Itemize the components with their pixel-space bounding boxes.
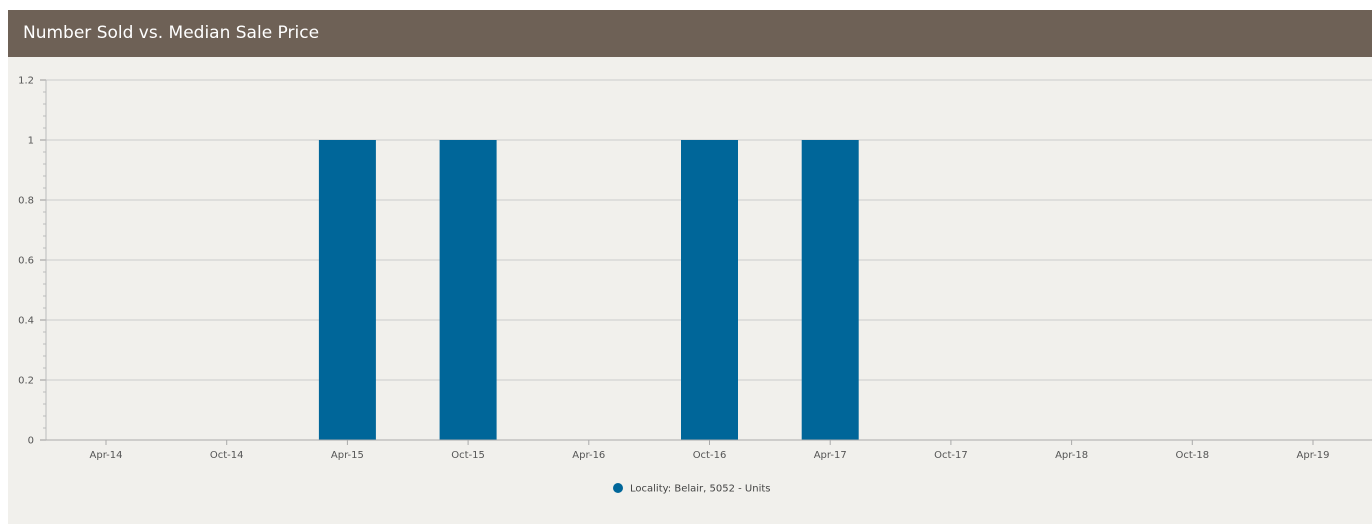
x-tick-label: Oct-14	[210, 450, 244, 461]
y-tick-label: 0.8	[18, 196, 34, 207]
y-tick-label: 1.2	[18, 76, 34, 87]
bar-chart: 0 0.2 0.4 0.6 0.8 1 1.2 Apr-14 Oct-14 Apr-15 Oct-1…	[18, 76, 1372, 495]
x-tick-label: Oct-16	[693, 450, 727, 461]
y-tick-label: 0.6	[18, 256, 34, 267]
bar-apr-15	[318, 140, 376, 440]
bar-oct-16	[681, 140, 738, 440]
x-tick-label: Apr-19	[1297, 450, 1330, 461]
y-tick-label: 0.4	[18, 316, 34, 327]
chart-title: Number Sold vs. Median Sale Price	[8, 10, 1372, 57]
x-tick-label: Apr-16	[572, 450, 605, 461]
y-tick-label: 0.2	[18, 376, 34, 387]
x-tick-label: Apr-18	[1055, 450, 1088, 461]
x-tick-label: Oct-18	[1175, 450, 1209, 461]
x-tick-label: Oct-15	[451, 450, 485, 461]
x-tick-label: Oct-17	[934, 450, 968, 461]
legend-label: Locality: Belair, 5052 - Units	[630, 484, 771, 495]
chart-panel: Number Sold vs. Median Sale Price 0 0.2 0.…	[8, 10, 1372, 524]
y-tick-label: 1	[28, 136, 34, 147]
x-tick-label: Apr-15	[331, 450, 364, 461]
bar-oct-15	[439, 140, 497, 440]
y-tick-label: 0	[28, 436, 34, 447]
legend-marker	[613, 483, 623, 493]
x-tick-label: Apr-14	[90, 450, 123, 461]
x-tick-label: Apr-17	[814, 450, 847, 461]
bar-apr-17	[801, 140, 859, 440]
